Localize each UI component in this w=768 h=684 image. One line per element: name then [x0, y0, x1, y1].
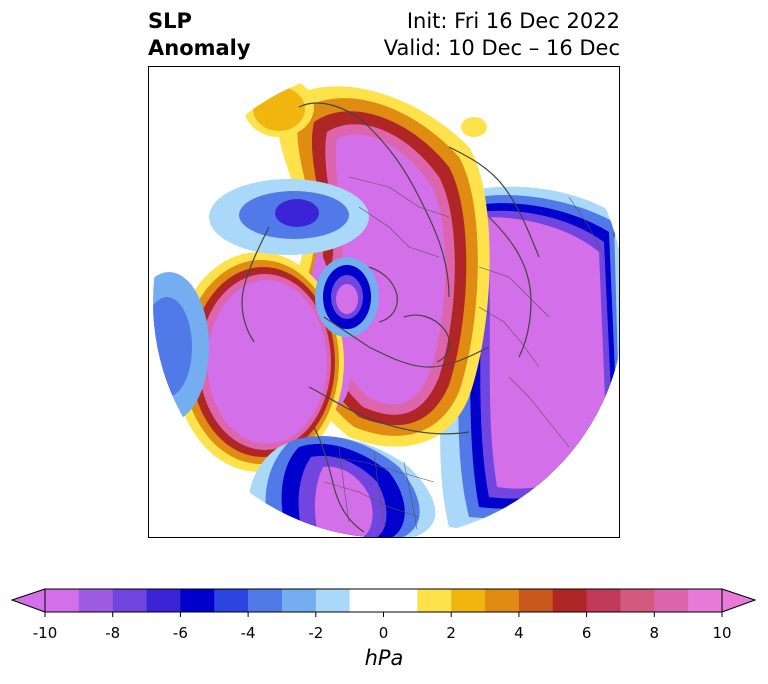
colorbar: -10 -8 -6 -4 -2 0 2 4 6 8 10 [10, 588, 757, 642]
colorbar-bin [552, 589, 588, 612]
colorbar-bin [281, 589, 317, 612]
anomaly-map [153, 67, 619, 537]
positive-anomaly-pacific [174, 252, 344, 472]
variable-title-line1: SLP [148, 9, 192, 33]
colorbar-tick-label: -2 [308, 624, 323, 642]
colorbar-bin [45, 589, 80, 612]
colorbar-tick-label: -6 [173, 624, 188, 642]
colorbar-bin [214, 589, 249, 612]
colorbar-bin [518, 589, 554, 612]
colorbar-over-arrow [721, 588, 757, 613]
colorbar-tick-label: 10 [712, 624, 731, 642]
colorbar-tick-label: -4 [241, 624, 256, 642]
colorbar-bins [45, 589, 723, 612]
valid-range-label: Valid: 10 Dec – 16 Dec [383, 36, 620, 60]
variable-title-line2: Anomaly [148, 36, 251, 60]
colorbar-tick-label: -8 [105, 624, 120, 642]
colorbar-bin [180, 589, 215, 612]
init-date-label: Init: Fri 16 Dec 2022 [406, 9, 620, 33]
colorbar-under-arrow [10, 588, 46, 613]
colorbar-tick-label: 2 [446, 624, 456, 642]
colorbar-bin [688, 589, 723, 612]
colorbar-bin [586, 589, 621, 612]
colorbar-bin [315, 589, 351, 612]
colorbar-bin [78, 589, 114, 612]
colorbar-bin [248, 589, 283, 612]
colorbar-bin [417, 589, 452, 612]
colorbar-tick-label: 8 [650, 624, 660, 642]
colorbar-bin [654, 589, 689, 612]
colorbar-ticks: -10 -8 -6 -4 -2 0 2 4 6 8 10 [33, 612, 732, 642]
colorbar-bin [620, 589, 655, 612]
colorbar-bin [146, 589, 181, 612]
colorbar-unit-label: hPa [364, 646, 404, 670]
colorbar-bin [485, 589, 520, 612]
colorbar-bin [112, 589, 148, 612]
anomaly-field [153, 67, 619, 537]
colorbar-tick-label: -10 [33, 624, 58, 642]
country-borders [323, 176, 605, 530]
negative-anomaly-north-america [248, 436, 436, 537]
negative-anomaly-kamchatka [315, 257, 379, 337]
title-right: Init: Fri 16 Dec 2022 Valid: 10 Dec – 16… [384, 8, 620, 62]
map-panel [148, 66, 620, 538]
coastlines [241, 102, 616, 533]
colorbar-bin [349, 589, 418, 612]
title-left: SLP Anomaly [148, 8, 251, 62]
colorbar-bin [451, 589, 486, 612]
negative-anomaly-siberia [209, 179, 369, 255]
colorbar-tick-label: 4 [514, 624, 524, 642]
colorbar-tick-label: 6 [582, 624, 592, 642]
colorbar-tick-label: 0 [379, 624, 389, 642]
